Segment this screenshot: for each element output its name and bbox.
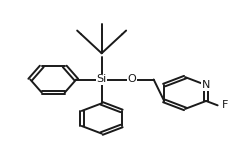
Text: Si: Si (97, 75, 107, 84)
Text: N: N (202, 80, 210, 90)
Text: O: O (128, 75, 136, 84)
Text: F: F (222, 100, 228, 110)
